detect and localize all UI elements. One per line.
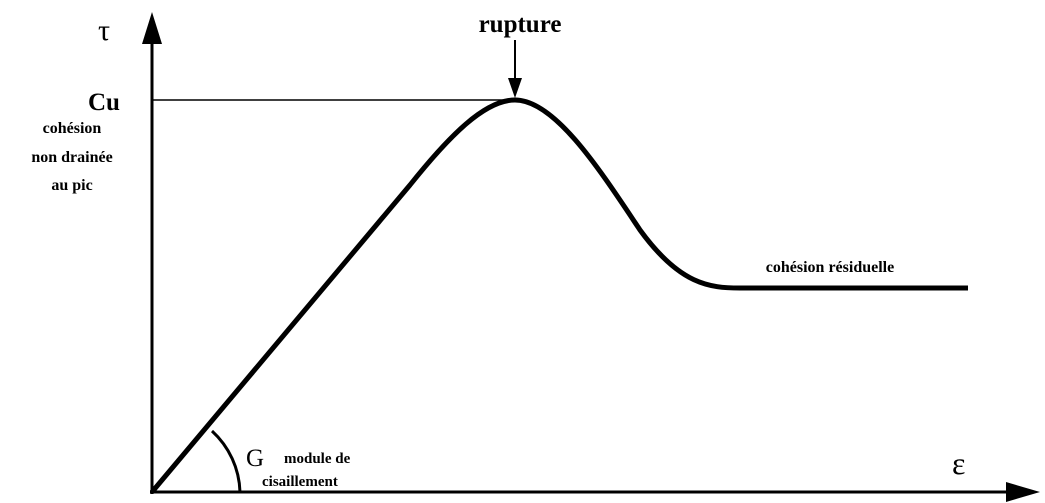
- slope-angle-arc: [210, 429, 242, 493]
- y-axis-arrow: [142, 12, 162, 44]
- slope-description: module de: [284, 451, 351, 467]
- peak-description: non drainée: [31, 149, 112, 166]
- rupture-arrowhead: [508, 78, 522, 98]
- residual-label: cohésion résiduelle: [766, 259, 894, 276]
- peak-description: au pic: [51, 177, 92, 194]
- slope-description: cisaillement: [262, 474, 338, 490]
- stress-strain-curve: [150, 97, 968, 494]
- x-axis-arrow: [1006, 482, 1040, 502]
- peak-label: rupture: [479, 11, 562, 38]
- peak-description: cohésion: [43, 120, 102, 137]
- slope-symbol: G: [246, 445, 264, 472]
- x-axis-label: ε: [952, 445, 965, 481]
- y-axis-label: τ: [98, 14, 110, 47]
- peak-value-label: Cu: [88, 89, 120, 116]
